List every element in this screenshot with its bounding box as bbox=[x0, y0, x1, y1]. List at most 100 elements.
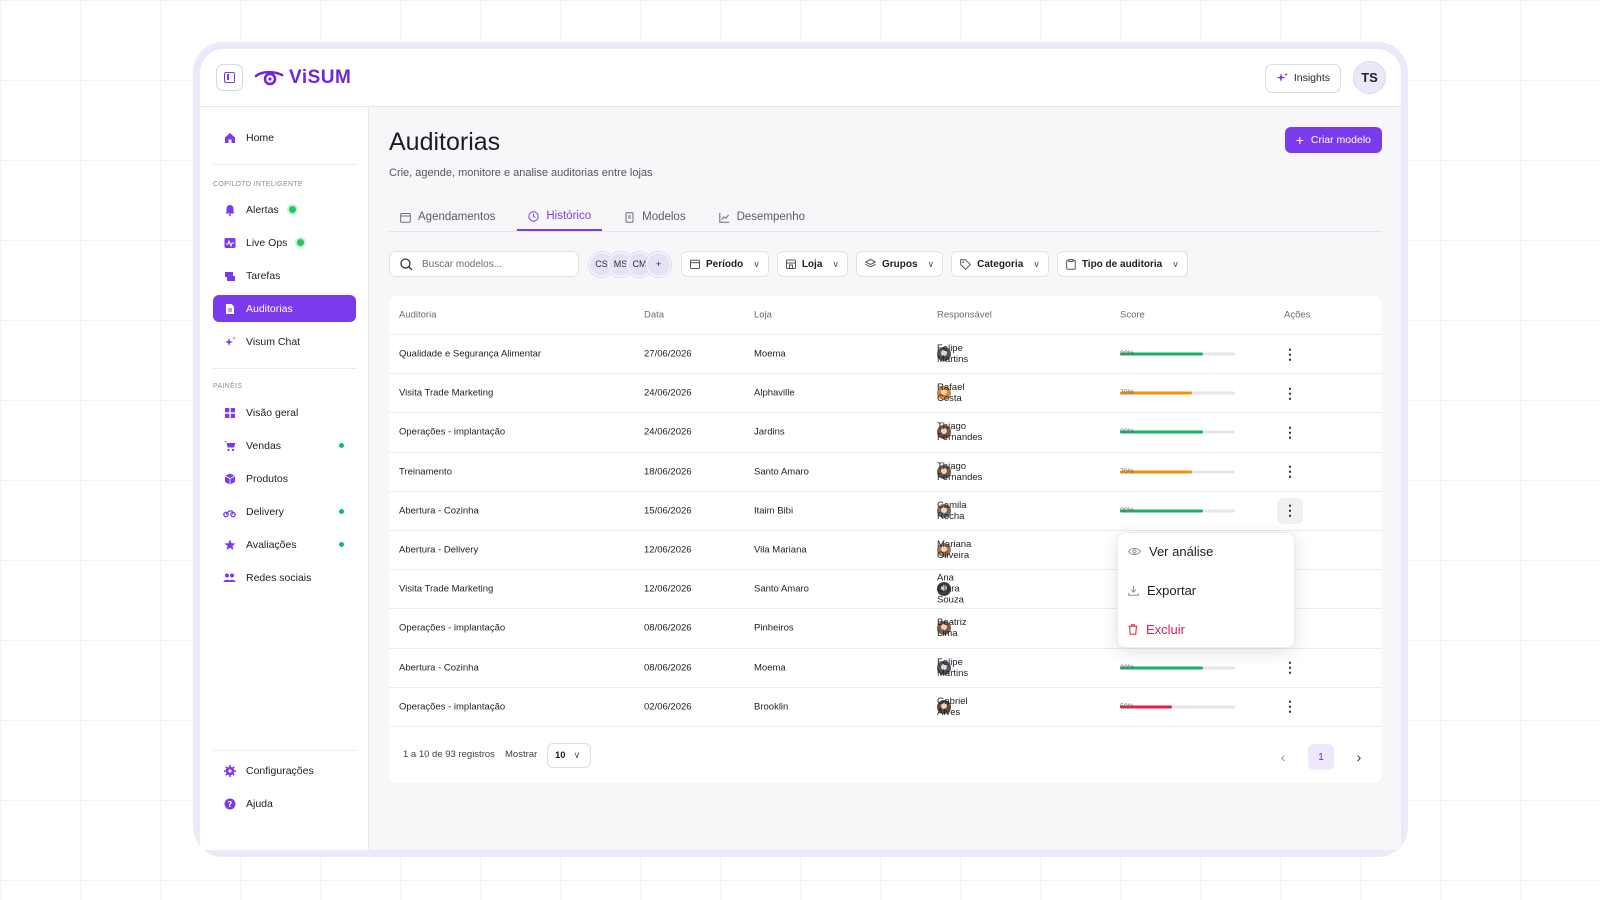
sidebar-item-vendas[interactable]: Vendas bbox=[213, 432, 356, 459]
avatar bbox=[937, 582, 951, 597]
responsible-cell: Felipe Martins bbox=[937, 657, 968, 679]
table-row[interactable]: Qualidade e Segurança Alimentar 27/06/202… bbox=[389, 335, 1382, 375]
page-subtitle: Crie, agende, monitore e analise auditor… bbox=[389, 167, 653, 179]
score-bar-fill bbox=[1120, 705, 1172, 709]
table-row[interactable]: Operações - implantação 08/06/2026 Pinheir… bbox=[389, 609, 1382, 649]
search-box[interactable] bbox=[389, 251, 579, 277]
filter-tipo-auditoria[interactable]: Tipo de auditoria ∨ bbox=[1056, 251, 1188, 277]
menu-item-export[interactable]: Exportar bbox=[1128, 583, 1196, 598]
audit-date: 27/06/2026 bbox=[644, 348, 692, 360]
sidebar-item-label: Visum Chat bbox=[246, 335, 301, 348]
sidebar-item-tarefas[interactable]: Tarefas bbox=[213, 262, 356, 289]
menu-item-view-analysis[interactable]: Ver análise bbox=[1128, 544, 1213, 559]
filter-periodo[interactable]: Período ∨ bbox=[681, 251, 769, 277]
sidebar-item-alertas[interactable]: Alertas bbox=[213, 196, 356, 223]
table-row[interactable]: Abertura - Cozinha 08/06/2026 Moema Felipe … bbox=[389, 649, 1382, 688]
column-header[interactable]: Data bbox=[644, 309, 665, 321]
score-bar bbox=[1120, 705, 1235, 709]
sidebar-item-visum-chat[interactable]: Visum Chat bbox=[213, 328, 356, 355]
column-header[interactable]: Loja bbox=[754, 309, 772, 321]
search-input[interactable] bbox=[422, 258, 562, 270]
tab-historico[interactable]: Histórico bbox=[517, 203, 603, 231]
score-bar bbox=[1120, 470, 1235, 474]
audit-store: Santo Amaro bbox=[754, 466, 809, 478]
eye-logo-icon bbox=[254, 70, 284, 85]
add-user-chip[interactable]: + bbox=[646, 251, 671, 277]
filter-loja[interactable]: Loja ∨ bbox=[776, 251, 848, 277]
score-bar-fill bbox=[1120, 391, 1193, 395]
user-chip-group[interactable]: CS MS CM + bbox=[589, 251, 671, 277]
more-actions-icon[interactable]: ⋮ bbox=[1283, 463, 1297, 480]
column-header[interactable]: Score bbox=[1120, 309, 1145, 321]
tab-agendamentos[interactable]: Agendamentos bbox=[389, 203, 506, 231]
sidebar-item-configuracoes[interactable]: Configurações bbox=[213, 757, 356, 784]
sidebar-item-label: Live Ops bbox=[246, 236, 288, 249]
audit-date: 18/06/2026 bbox=[644, 466, 692, 478]
menu-item-delete[interactable]: Excluir bbox=[1128, 622, 1185, 637]
star-icon bbox=[223, 538, 236, 551]
page-size-select[interactable]: 10 ∨ bbox=[547, 743, 591, 768]
more-actions-icon[interactable]: ⋮ bbox=[1283, 698, 1297, 715]
sidebar-item-label: Home bbox=[246, 131, 275, 144]
sidebar-item-ajuda[interactable]: ? Ajuda bbox=[213, 790, 356, 817]
sidebar-item-avaliacoes[interactable]: Avaliações bbox=[213, 531, 356, 558]
column-header[interactable]: Auditoria bbox=[399, 309, 437, 321]
sidebar-item-delivery[interactable]: Delivery bbox=[213, 498, 356, 525]
score-bar-fill bbox=[1120, 666, 1203, 670]
avatar bbox=[937, 543, 951, 558]
more-actions-icon[interactable]: ⋮ bbox=[1283, 384, 1297, 401]
create-model-button[interactable]: + Criar modelo bbox=[1284, 127, 1382, 153]
page-number-current[interactable]: 1 bbox=[1308, 744, 1334, 770]
more-actions-icon[interactable]: ⋮ bbox=[1283, 423, 1297, 440]
sidebar-item-redes-sociais[interactable]: Redes sociais bbox=[213, 564, 356, 591]
responsible-cell: Rafael Costa bbox=[937, 382, 964, 404]
avatar bbox=[937, 425, 951, 440]
more-actions-icon[interactable]: ⋮ bbox=[1283, 345, 1297, 362]
audit-date: 24/06/2026 bbox=[644, 426, 692, 438]
clock-icon bbox=[528, 210, 540, 222]
filter-grupos[interactable]: Grupos ∨ bbox=[855, 251, 944, 277]
table-row[interactable]: Abertura - Cozinha 15/06/2026 Itaim Bibi Ca… bbox=[389, 492, 1382, 531]
top-bar: ViSUM Insights TS bbox=[200, 49, 1401, 107]
column-header[interactable]: Responsável bbox=[937, 309, 992, 321]
user-avatar[interactable]: TS bbox=[1353, 61, 1386, 94]
avatar bbox=[937, 464, 951, 479]
table-row[interactable]: Treinamento 18/06/2026 Santo Amaro Thiago F… bbox=[389, 453, 1382, 492]
filter-label: Grupos bbox=[881, 258, 918, 270]
sidebar-toggle-button[interactable] bbox=[216, 64, 243, 91]
sidebar-item-label: Vendas bbox=[246, 439, 282, 452]
insights-label: Insights bbox=[1293, 72, 1330, 84]
table-row[interactable]: Operações - implantação 02/06/2026 Brookli… bbox=[389, 688, 1382, 727]
table-row[interactable]: Visita Trade Marketing 24/06/2026 Alphavil… bbox=[389, 374, 1382, 414]
sidebar-item-visao-geral[interactable]: Visão geral bbox=[213, 399, 356, 426]
next-page-icon[interactable]: › bbox=[1356, 749, 1362, 765]
sparkles-icon bbox=[223, 335, 236, 348]
sidebar: Home COPILOTO INTELIGENTE Alertas Live O… bbox=[200, 107, 369, 850]
previous-page-icon[interactable]: ‹ bbox=[1280, 749, 1286, 765]
sidebar-item-live-ops[interactable]: Live Ops bbox=[213, 229, 356, 256]
status-dot bbox=[339, 509, 344, 514]
tab-modelos[interactable]: Modelos bbox=[613, 203, 696, 231]
audit-name: Operações - implantação bbox=[399, 622, 506, 634]
sidebar-item-produtos[interactable]: Produtos bbox=[213, 465, 356, 492]
filter-categoria[interactable]: Categoria ∨ bbox=[951, 251, 1049, 277]
sidebar-item-home[interactable]: Home bbox=[213, 124, 356, 151]
sidebar-item-label: Produtos bbox=[246, 472, 289, 485]
more-actions-icon[interactable]: ⋮ bbox=[1283, 659, 1297, 676]
show-label: Mostrar bbox=[505, 749, 538, 760]
page-size-value: 10 bbox=[555, 750, 566, 761]
home-icon bbox=[223, 131, 236, 144]
more-actions-icon[interactable]: ⋮ bbox=[1277, 497, 1303, 524]
avatar bbox=[937, 621, 951, 636]
responsible-name: Beatriz Lima bbox=[937, 617, 967, 640]
sidebar-item-label: Redes sociais bbox=[246, 571, 312, 584]
table-row[interactable]: Operações - implantação 24/06/2026 Jardins… bbox=[389, 413, 1382, 453]
responsible-name: Mariana Oliveira bbox=[937, 539, 972, 562]
tab-desempenho[interactable]: Desempenho bbox=[708, 203, 816, 231]
responsible-cell: Beatriz Lima bbox=[937, 617, 967, 639]
sidebar-item-auditorias[interactable]: Auditorias bbox=[213, 295, 356, 322]
brand-logo[interactable]: ViSUM bbox=[254, 67, 351, 89]
insights-button[interactable]: Insights bbox=[1264, 63, 1341, 93]
audit-date: 15/06/2026 bbox=[644, 505, 692, 517]
audit-date: 02/06/2026 bbox=[644, 701, 692, 713]
